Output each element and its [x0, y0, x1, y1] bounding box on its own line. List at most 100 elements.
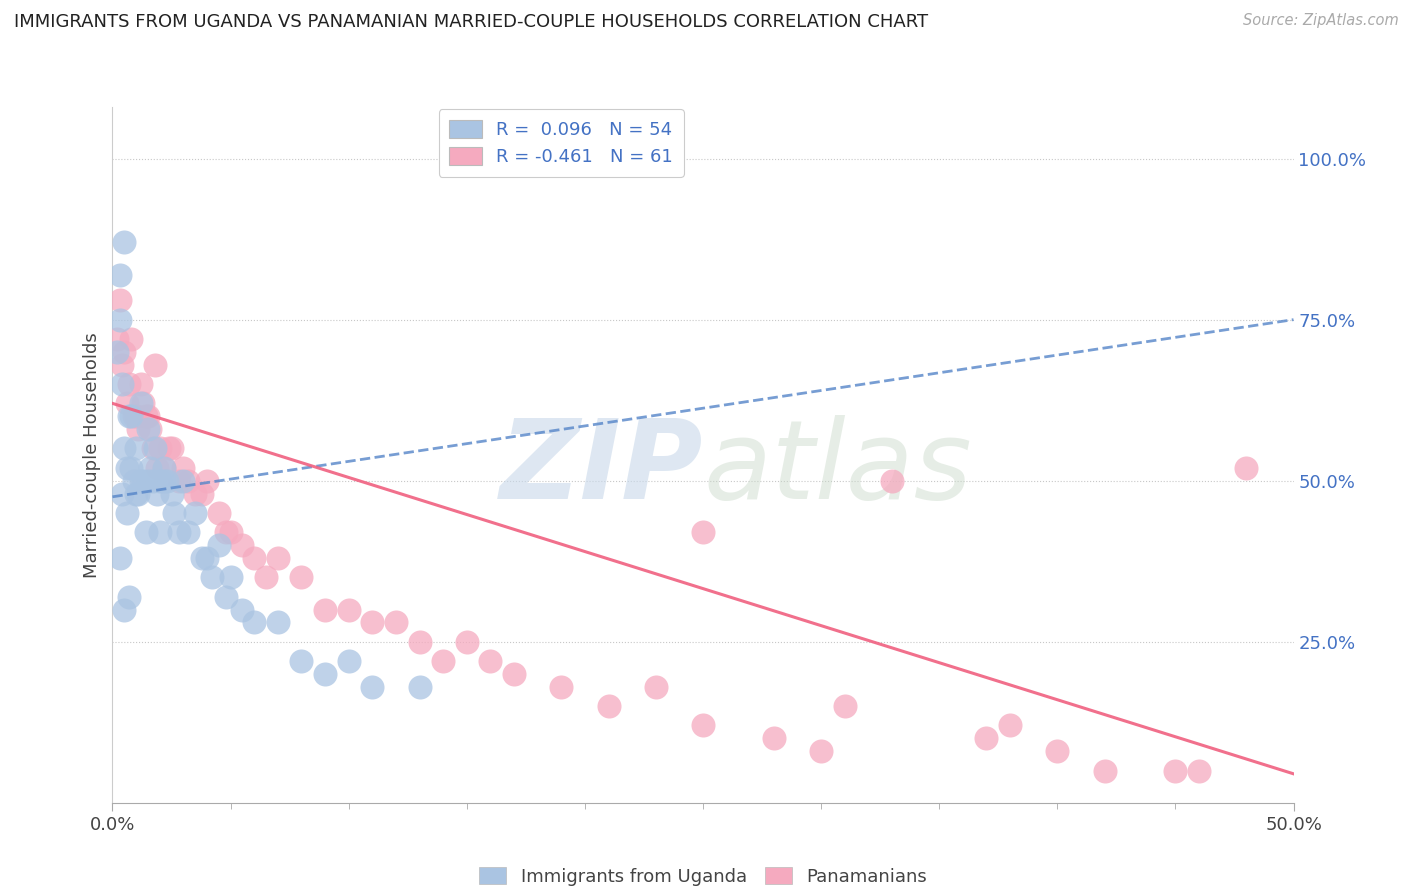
Point [153, 460, 176, 475]
Point [122, 474, 145, 488]
Point [191, 551, 214, 566]
Point [385, 615, 408, 630]
Point [644, 680, 666, 694]
Point [139, 422, 162, 436]
Point [834, 699, 856, 714]
Point [254, 570, 277, 584]
Point [125, 409, 148, 424]
Point [163, 506, 186, 520]
Point [118, 377, 141, 392]
Point [105, 344, 128, 359]
Point [1164, 764, 1187, 778]
Point [129, 474, 152, 488]
Point [880, 474, 903, 488]
Point [184, 486, 207, 500]
Point [184, 506, 207, 520]
Point [127, 422, 149, 436]
Point [177, 525, 200, 540]
Point [267, 551, 290, 566]
Point [143, 358, 166, 372]
Point [215, 590, 238, 604]
Point [998, 718, 1021, 732]
Point [115, 506, 138, 520]
Point [142, 474, 165, 488]
Point [118, 590, 141, 604]
Point [167, 525, 190, 540]
Point [598, 699, 620, 714]
Point [112, 235, 135, 250]
Point [111, 358, 134, 372]
Point [432, 654, 454, 668]
Point [456, 634, 478, 648]
Point [120, 460, 142, 475]
Point [146, 460, 169, 475]
Point [108, 268, 131, 282]
Point [191, 486, 214, 500]
Point [127, 486, 149, 500]
Point [219, 570, 242, 584]
Point [132, 474, 155, 488]
Point [132, 396, 155, 410]
Point [408, 680, 430, 694]
Point [337, 602, 360, 616]
Point [105, 332, 128, 346]
Point [146, 486, 169, 500]
Point [479, 654, 502, 668]
Point [112, 602, 135, 616]
Point [153, 460, 176, 475]
Point [692, 525, 714, 540]
Point [149, 525, 172, 540]
Point [201, 570, 224, 584]
Point [125, 486, 148, 500]
Point [231, 602, 253, 616]
Point [208, 538, 231, 552]
Text: ZIP: ZIP [499, 416, 703, 523]
Point [267, 615, 290, 630]
Point [219, 525, 242, 540]
Point [129, 396, 152, 410]
Point [762, 731, 785, 746]
Text: atlas: atlas [703, 416, 972, 523]
Point [129, 377, 152, 392]
Point [408, 634, 430, 648]
Y-axis label: Married-couple Households: Married-couple Households [83, 332, 101, 578]
Point [112, 344, 135, 359]
Point [692, 718, 714, 732]
Point [1188, 764, 1211, 778]
Point [160, 486, 183, 500]
Point [136, 422, 159, 436]
Point [215, 525, 238, 540]
Point [111, 486, 134, 500]
Point [243, 551, 266, 566]
Point [108, 293, 131, 308]
Point [195, 551, 218, 566]
Point [314, 667, 336, 681]
Point [208, 506, 231, 520]
Point [361, 615, 384, 630]
Text: Source: ZipAtlas.com: Source: ZipAtlas.com [1243, 13, 1399, 29]
Point [136, 409, 159, 424]
Point [177, 474, 200, 488]
Point [195, 474, 218, 488]
Point [243, 615, 266, 630]
Point [108, 312, 131, 326]
Point [1234, 460, 1257, 475]
Point [314, 602, 336, 616]
Point [290, 570, 312, 584]
Point [157, 442, 180, 456]
Point [120, 332, 142, 346]
Point [1046, 744, 1069, 758]
Point [153, 474, 176, 488]
Point [125, 442, 148, 456]
Point [149, 442, 172, 456]
Point [111, 377, 134, 392]
Point [135, 409, 157, 424]
Point [976, 731, 998, 746]
Point [1094, 764, 1116, 778]
Point [231, 538, 253, 552]
Point [172, 474, 194, 488]
Point [361, 680, 384, 694]
Point [122, 409, 145, 424]
Point [143, 442, 166, 456]
Point [120, 409, 142, 424]
